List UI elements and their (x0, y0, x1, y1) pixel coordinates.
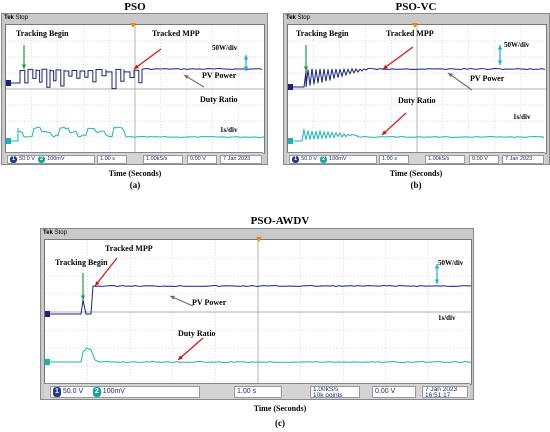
panel-a-oscilloscope-plot (6, 25, 264, 153)
panel-b-tracked-mpp: Tracked MPP (386, 29, 434, 38)
power-scale-arrow-head (497, 45, 503, 50)
ch2-marker (6, 138, 11, 144)
panel-a-pv-power: PV Power (202, 71, 237, 80)
panel-c-duty-ratio: Duty Ratio (178, 329, 216, 338)
tracked-mpp-arrow-head (95, 281, 100, 286)
panel-c-date-box: 7 Jan 2023 16:51:17 (422, 386, 468, 398)
graticule (45, 240, 471, 384)
panel-a-channels-box: 1 50.0 V 2 100mV (7, 155, 95, 164)
panel-c-tekbar: Tek Stop (43, 230, 67, 236)
panel-a-power-scale: 50W/div (212, 44, 238, 52)
tracked-mpp-arrow-head (134, 64, 139, 69)
duty-ratio-trace (45, 347, 471, 363)
pv-power-arrow-head (184, 75, 189, 80)
panel-c-power-scale: 50W/div (438, 259, 464, 267)
panel-a-sample-box: 1.00kS/s (143, 155, 183, 164)
duty-ratio-arrow (381, 112, 407, 136)
panel-a-xlabel: Time (Seconds) (108, 169, 162, 178)
panel-b-screen (287, 24, 547, 154)
ch1-marker (288, 84, 293, 90)
panel-b-sample-box: 1.00kS/s (425, 155, 465, 164)
duty-ratio-arrow-head (382, 130, 387, 135)
ch1-marker (6, 80, 11, 86)
pv-power-trace (6, 68, 263, 90)
panel-c-title: PSO-AWDV (250, 215, 310, 227)
panel-c-tracking-begin: Tracking Begin (55, 258, 108, 267)
panel-c-channels-box: 1 50.0 V 2 100mV (50, 386, 200, 398)
panel-b-title: PSO-VC (395, 1, 437, 13)
panel-a-duty-ratio: Duty Ratio (200, 95, 238, 104)
panel-a-time-scale: 1s/div (220, 126, 238, 134)
panel-b-power-scale: 50W/div (504, 41, 530, 49)
panel-c-status-bar: 1 50.0 V 2 100mV 1.00 s 1.00kS/s 10k points… (44, 383, 470, 399)
panel-a-scope: Tek Stop 1 50.0 V 2 100mV 1.00 s 1.00kS/s … (1, 13, 268, 165)
ch2-marker (45, 359, 50, 365)
panel-c-sample-box: 1.00kS/s 10k points (310, 386, 360, 398)
panel-c-scope: Tek Stop 1 50.0 V 2 100mV 1.00 s 1.00kS/s 1… (40, 228, 474, 400)
panel-a-trigger-box: 0.00 V (187, 155, 217, 164)
panel-c-time-scale: 1s/div (438, 314, 456, 322)
ch2-marker (288, 138, 293, 144)
duty-ratio-trace (288, 128, 545, 142)
pv-power-trace (288, 67, 546, 88)
tracking-begin-arrow-head (21, 64, 27, 69)
power-scale-arrow-down-head (434, 279, 440, 284)
tracked-mpp-arrow (382, 46, 414, 70)
tracking-begin-arrow-head (303, 66, 309, 71)
panel-b-sublabel: (b) (410, 180, 422, 190)
pv-power-trace (45, 285, 471, 315)
duty-ratio-arrow (177, 337, 204, 361)
panel-b-date-box: 7 Jan 2023 (502, 155, 544, 164)
power-scale-arrow-head (434, 264, 440, 269)
panel-b-timebase-box: 1.00 s (379, 155, 409, 164)
panel-c-trigger-box: 0.00 V (372, 386, 416, 398)
panel-c-timebase-box: 1.00 s (234, 386, 282, 398)
duty-ratio-arrow-head (178, 355, 183, 360)
panel-a-status-bar: 1 50.0 V 2 100mV 1.00 s 1.00kS/s 0.00 V 7 … (5, 152, 263, 164)
pv-power-arrow-head (448, 73, 453, 78)
panel-b-pv-power: PV Power (470, 74, 505, 83)
panel-b-tracking-begin: Tracking Begin (296, 29, 349, 38)
pv-power-arrow-head (170, 295, 175, 300)
panel-b-tekbar: Tek Stop (286, 15, 310, 21)
panel-c-tracked-mpp: Tracked MPP (105, 244, 153, 253)
panel-b-scope: Tek Stop 1 50.0 V 2 100mV 1.00 s 1.00kS/s … (283, 13, 550, 165)
power-scale-arrow-down-head (497, 60, 503, 65)
panel-a-trigger-marker (130, 23, 136, 28)
tracked-mpp-arrow (133, 48, 162, 70)
panel-a-date-box: 7 Jan 2023 (220, 155, 262, 164)
panel-a-tracked-mpp: Tracked MPP (152, 29, 200, 38)
panel-a-timebase-box: 1.00 s (97, 155, 127, 164)
panel-b-duty-ratio: Duty Ratio (398, 96, 436, 105)
panel-c-xlabel: Time (Seconds) (253, 404, 307, 413)
tracking-begin-arrow-head (80, 295, 86, 300)
panel-a-title: PSO (124, 1, 146, 13)
panel-c-sublabel: (c) (275, 418, 285, 428)
panel-a-sublabel: (a) (129, 180, 141, 190)
power-scale-arrow-down-head (243, 66, 249, 71)
duty-ratio-trace (6, 126, 264, 142)
panel-a-tekbar: Tek Stop (4, 15, 28, 21)
pv-power-arrow (447, 72, 473, 91)
panel-c-oscilloscope-plot (45, 240, 471, 384)
panel-c-screen (44, 239, 472, 385)
panel-b-trigger-marker (412, 23, 418, 28)
tracked-mpp-arrow-head (383, 64, 388, 69)
tracked-mpp-arrow (94, 257, 118, 287)
panel-b-channels-box: 1 50.0 V 2 100mV (289, 155, 377, 164)
panel-c-trigger-marker (256, 237, 262, 242)
graticule (6, 25, 264, 153)
panel-b-status-bar: 1 50.0 V 2 100mV 1.00 s 1.00kS/s 0.00 V 7 … (287, 152, 545, 164)
ch1-marker (45, 311, 50, 317)
panel-a-tracking-begin: Tracking Begin (16, 29, 69, 38)
panel-b-xlabel: Time (Seconds) (389, 169, 443, 178)
panel-b-oscilloscope-plot (288, 25, 546, 153)
panel-c-pv-power: PV Power (192, 298, 227, 307)
panel-b-trigger-box: 0.00 V (469, 155, 499, 164)
panel-b-time-scale: 1s/div (513, 113, 531, 121)
panel-a-screen (5, 24, 265, 154)
power-scale-arrow-head (243, 55, 249, 60)
